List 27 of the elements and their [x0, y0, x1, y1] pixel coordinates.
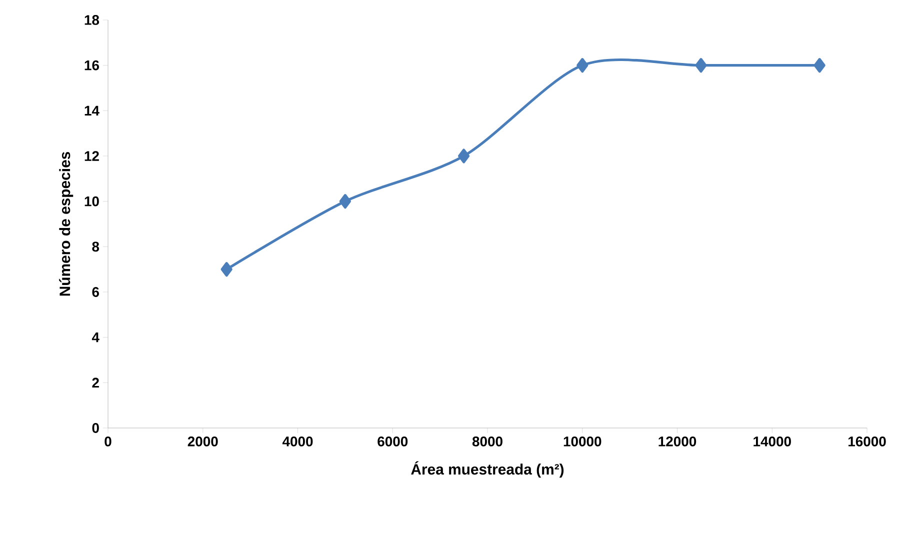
x-tick-label: 6000 [378, 436, 408, 446]
point [220, 262, 232, 277]
x-tick-label: 0 [104, 436, 112, 446]
point [695, 58, 707, 73]
y-tick-label: 2 [92, 378, 99, 388]
x-tick-label: 4000 [282, 436, 313, 446]
x-tick-label: 2000 [188, 436, 218, 446]
y-tick-label: 18 [84, 15, 100, 25]
y-axis-title: Número de especies [59, 152, 74, 296]
y-tick-label: 6 [92, 287, 99, 297]
x-axis-title: Área muestreada (m²) [411, 461, 564, 478]
y-tick-label: 10 [84, 196, 99, 206]
point [814, 58, 826, 73]
y-tick-label: 8 [92, 242, 100, 252]
y-tick-label: 4 [92, 332, 100, 342]
x-tick-label: 14000 [754, 436, 791, 446]
y-tick-label: 0 [92, 423, 99, 433]
point [576, 58, 588, 73]
x-tick-label: 10000 [564, 436, 602, 446]
x-tick-label: 12000 [658, 436, 696, 446]
x-tick-label: 16000 [848, 436, 886, 446]
y-tick-label: 16 [84, 60, 99, 70]
point [339, 194, 351, 209]
y-tick-label: 12 [84, 151, 99, 161]
y-tick-label: 14 [84, 106, 100, 116]
x-tick-label: 8000 [472, 436, 502, 446]
point [458, 148, 470, 164]
